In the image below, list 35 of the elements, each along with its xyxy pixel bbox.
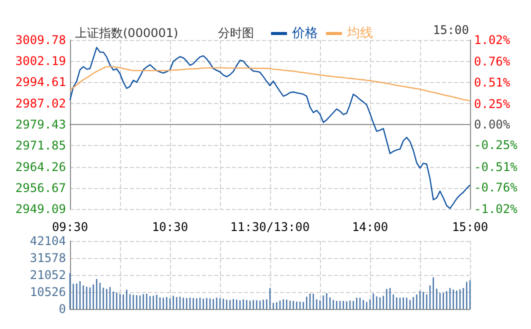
y-tick-label: 2979.43 [15, 118, 66, 132]
y-tick-label: 2987.02 [15, 96, 66, 110]
x-tick-label: 11:30/13:00 [230, 220, 310, 234]
y-tick-label: 2949.09 [15, 202, 66, 216]
y-tick-label: 2964.26 [15, 160, 66, 174]
legend-label: 均线 [346, 26, 373, 41]
y-tick-label: 31578 [30, 251, 66, 265]
legend-label: 价格 [291, 26, 318, 41]
y2-tick-label: 1.02% [474, 33, 511, 47]
x-tick-label: 10:30 [152, 220, 188, 234]
y2-tick-label: -0.25% [474, 138, 518, 152]
y-tick-label: 0 [58, 302, 66, 316]
y-tick-label: 10526 [30, 285, 66, 299]
y-tick-label: 2956.67 [15, 180, 66, 195]
y2-tick-label: -0.51% [474, 160, 518, 174]
chart-title: 上证指数(000001) [75, 26, 178, 40]
y2-tick-label: -1.02% [474, 202, 518, 216]
text: 15:00 [432, 23, 469, 37]
y-tick-label: 2994.61 [15, 75, 66, 90]
y-tick-label: 21052 [30, 268, 66, 282]
y-tick-label: 42104 [30, 234, 66, 248]
y2-tick-label: 0.51% [474, 75, 511, 90]
y2-tick-label: 0.25% [474, 96, 511, 111]
y2-tick-label: 0.00% [474, 118, 511, 132]
y2-tick-label: 0.76% [474, 54, 511, 69]
line-series [69, 66, 471, 102]
chart-subtitle: 分时图 [218, 26, 254, 40]
x-tick-label: 15:00 [452, 220, 488, 234]
y2-tick-label: -0.76% [474, 180, 518, 194]
y-tick-label: 3009.78 [15, 33, 66, 47]
line-series [69, 46, 471, 210]
x-tick-label: 14:00 [352, 220, 388, 234]
y-tick-label: 3002.19 [15, 54, 66, 68]
y-tick-label: 2971.85 [15, 138, 66, 153]
x-tick-label: 09:30 [52, 220, 88, 234]
